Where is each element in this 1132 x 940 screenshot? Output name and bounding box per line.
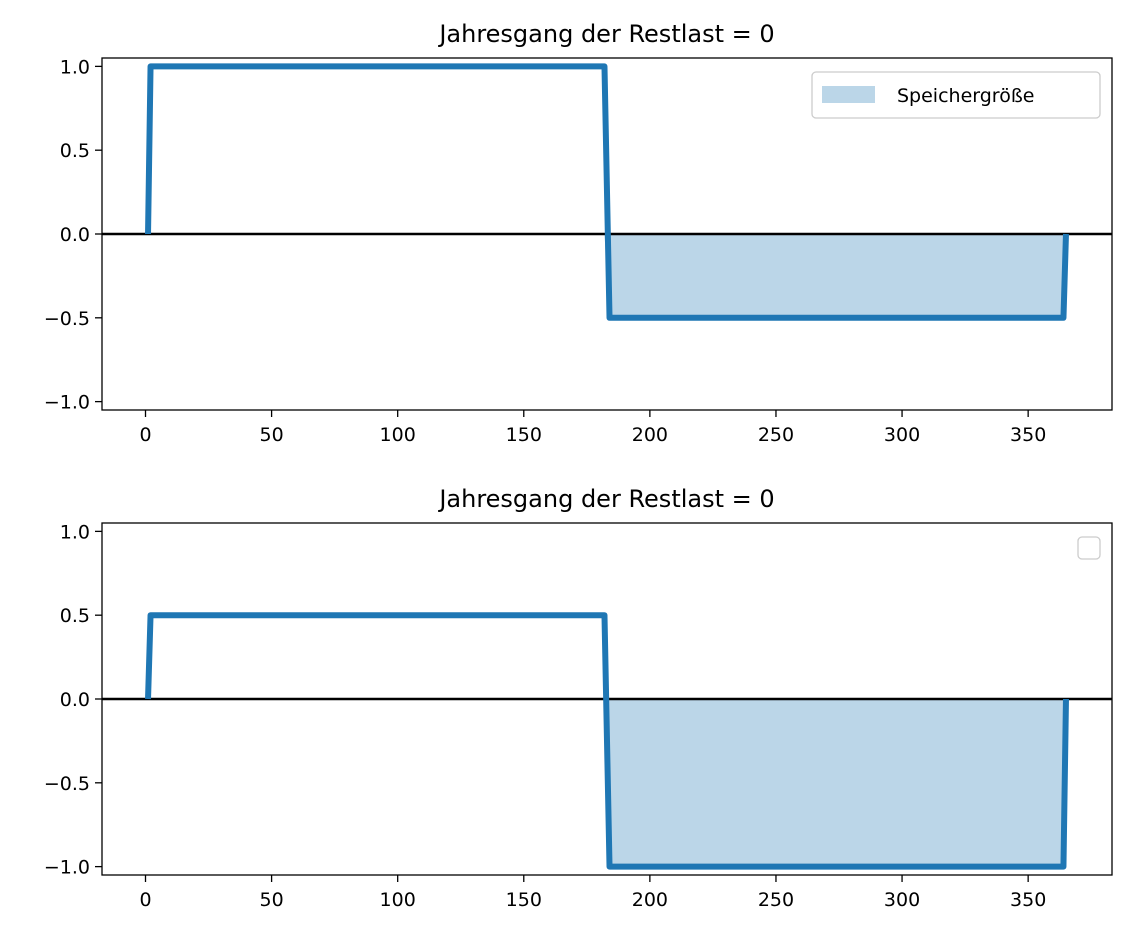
storage-fill-area-2 <box>604 699 1066 867</box>
chart-title-1: Jahresgang der Restlast = 0 <box>437 20 774 48</box>
y-tick-label: −1.0 <box>44 392 90 414</box>
y-tick-label: −0.5 <box>44 308 90 330</box>
y-axis-2: −1.0 −0.5 0.0 0.5 1.0 <box>44 521 102 879</box>
y-tick-label: −1.0 <box>44 857 90 879</box>
chart-panel-2: Jahresgang der Restlast = 0 0 50 100 150 200… <box>44 485 1113 911</box>
legend-1: Speichergröße <box>811 71 1101 119</box>
chart-title-2: Jahresgang der Restlast = 0 <box>437 485 774 513</box>
x-axis-2: 0 50 100 150 200 250 300 350 <box>139 875 1046 911</box>
series-line-2 <box>145 612 1069 870</box>
x-tick-label: 250 <box>758 889 794 911</box>
legend-box-1 <box>811 71 1101 119</box>
x-tick-label: 50 <box>260 889 284 911</box>
y-tick-label: 1.0 <box>60 56 90 78</box>
x-tick-label: 0 <box>139 424 151 446</box>
x-tick-label: 100 <box>380 424 416 446</box>
y-tick-label: 0.5 <box>60 605 90 627</box>
restlast-line <box>145 63 1069 321</box>
storage-fill-polygon <box>604 234 1066 318</box>
x-tick-label: 250 <box>758 424 794 446</box>
storage-fill-area-1 <box>604 234 1066 318</box>
x-tick-label: 0 <box>139 889 151 911</box>
x-tick-label: 200 <box>632 889 668 911</box>
y-tick-label: −0.5 <box>44 773 90 795</box>
series-line-1 <box>145 63 1069 321</box>
legend-patch-speichergroesse <box>822 86 875 103</box>
y-tick-label: 0.0 <box>60 224 90 246</box>
legend-2 <box>1077 536 1101 560</box>
x-tick-label: 150 <box>506 424 542 446</box>
x-tick-label: 200 <box>632 424 668 446</box>
x-tick-label: 350 <box>1010 424 1046 446</box>
legend-label-speichergroesse: Speichergröße <box>897 85 1034 107</box>
y-axis-1: −1.0 −0.5 0.0 0.5 1.0 <box>44 56 102 414</box>
legend-box-2 <box>1077 536 1101 560</box>
restlast-line <box>145 612 1069 870</box>
y-tick-label: 0.5 <box>60 140 90 162</box>
x-tick-label: 150 <box>506 889 542 911</box>
x-tick-label: 50 <box>260 424 284 446</box>
y-tick-label: 0.0 <box>60 689 90 711</box>
x-tick-label: 300 <box>884 889 920 911</box>
x-tick-label: 300 <box>884 424 920 446</box>
storage-fill-polygon <box>604 699 1066 867</box>
y-tick-label: 1.0 <box>60 521 90 543</box>
x-tick-label: 100 <box>380 889 416 911</box>
x-tick-label: 350 <box>1010 889 1046 911</box>
chart-panel-1: Jahresgang der Restlast = 0 0 50 100 150 200… <box>44 20 1113 446</box>
x-axis-1: 0 50 100 150 200 250 300 350 <box>139 410 1046 446</box>
